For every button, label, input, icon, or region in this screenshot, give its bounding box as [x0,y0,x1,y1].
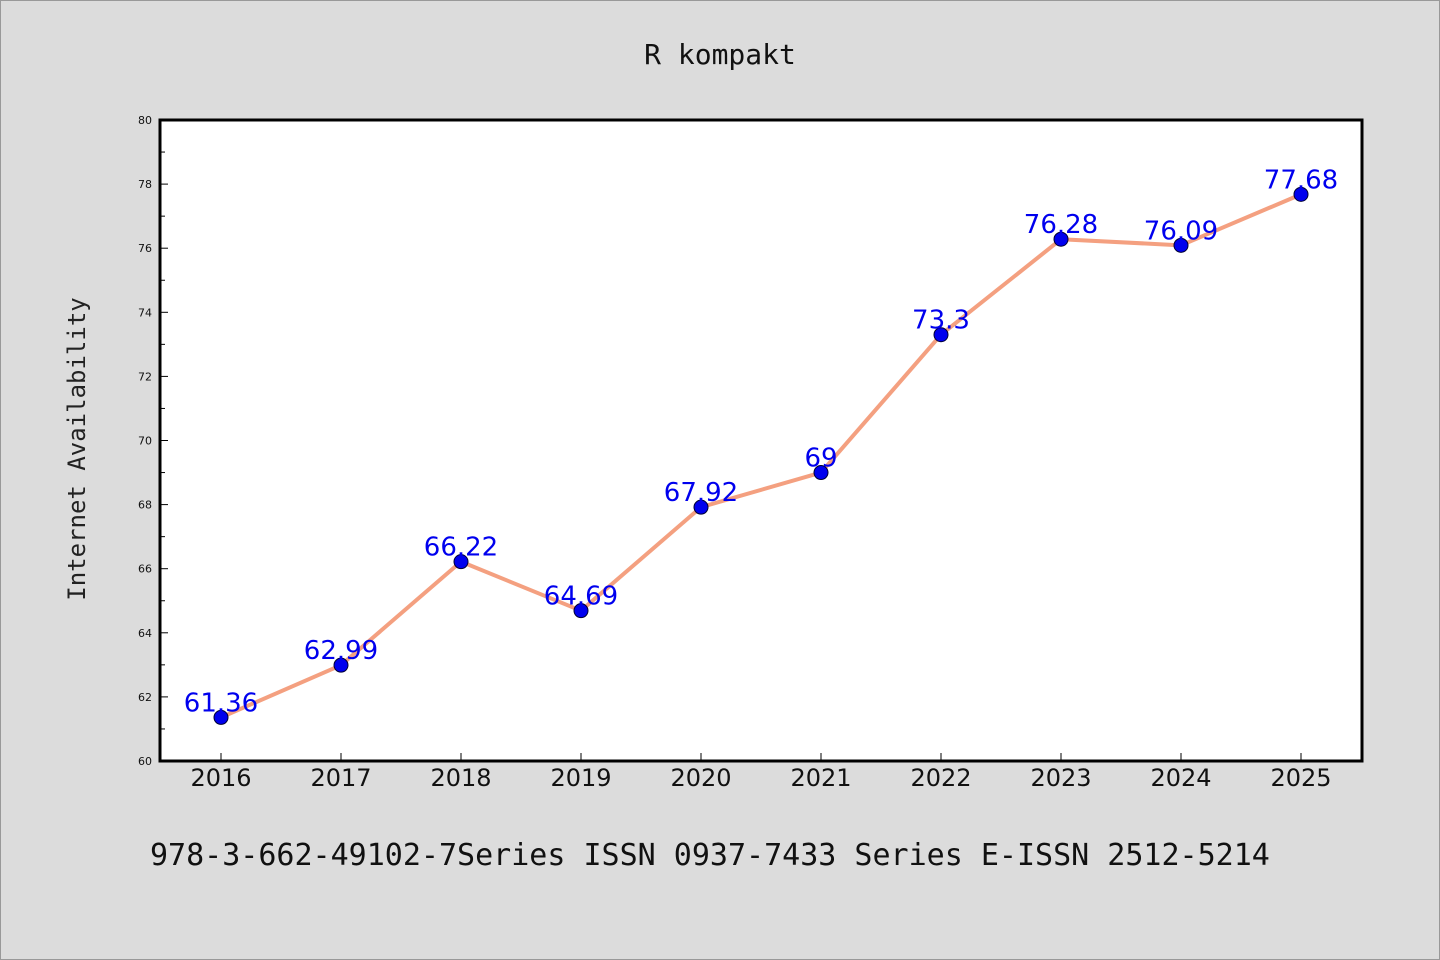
y-tick-label: 68 [138,499,152,512]
x-tick-label: 2025 [1270,764,1331,792]
data-point [693,499,709,515]
data-label: 76.09 [1144,216,1218,246]
data-labels-group: 61.36 62.99 66.22 64.69 67.92 69 73.3 76.28 76.0… [184,165,1338,718]
data-point [453,554,469,570]
data-label: 67.92 [664,478,738,508]
x-tick-label: 2016 [190,764,251,792]
y-tick-label: 72 [138,370,152,383]
y-tick-label: 62 [138,691,152,704]
data-label: 77.68 [1264,165,1338,195]
series-line [219,192,1303,720]
data-point [213,709,229,725]
data-point [813,465,829,481]
data-label: 69 [804,444,837,474]
y-tick-label: 60 [138,755,152,768]
data-label: 73.3 [912,306,970,336]
data-point [333,657,349,673]
x-tick-label: 2018 [430,764,491,792]
x-axis: 2016 2017 2018 2019 2020 2021 2022 2023 2024 2025 [190,753,1332,792]
data-label: 62.99 [304,636,378,666]
data-point [1173,237,1189,253]
series-line-group [219,192,1303,720]
chart-title: R kompakt [644,38,796,71]
x-tick-label: 2019 [550,764,611,792]
y-tick-label: 70 [138,435,152,448]
x-tick-label: 2024 [1150,764,1211,792]
markers-group [213,186,1309,725]
plot-area [158,118,1364,763]
y-tick-label: 66 [138,563,152,576]
y-tick-label: 76 [138,242,152,255]
data-label: 66.22 [424,533,498,563]
y-tick-label: 78 [138,178,152,191]
y-tick-label: 64 [138,627,152,640]
data-label: 76.28 [1024,210,1098,240]
y-tick-label: 74 [138,306,152,319]
x-tick-label: 2020 [670,764,731,792]
data-point [933,327,949,343]
data-label: 64.69 [544,582,618,612]
data-point [1293,186,1309,202]
y-tick-label: 80 [138,114,152,127]
footer-text: 978-3-662-49102-7Series ISSN 0937-7433 S… [150,838,1270,873]
x-tick-label: 2022 [910,764,971,792]
data-point [1053,231,1069,247]
x-tick-label: 2023 [1030,764,1091,792]
x-tick-label: 2017 [310,764,371,792]
data-point [573,603,589,619]
x-tick-label: 2021 [790,764,851,792]
y-axis: 60 62 64 66 68 70 72 74 76 78 80 [138,114,168,768]
data-label: 61.36 [184,688,258,718]
y-axis-label: Internet Availability [63,297,91,600]
